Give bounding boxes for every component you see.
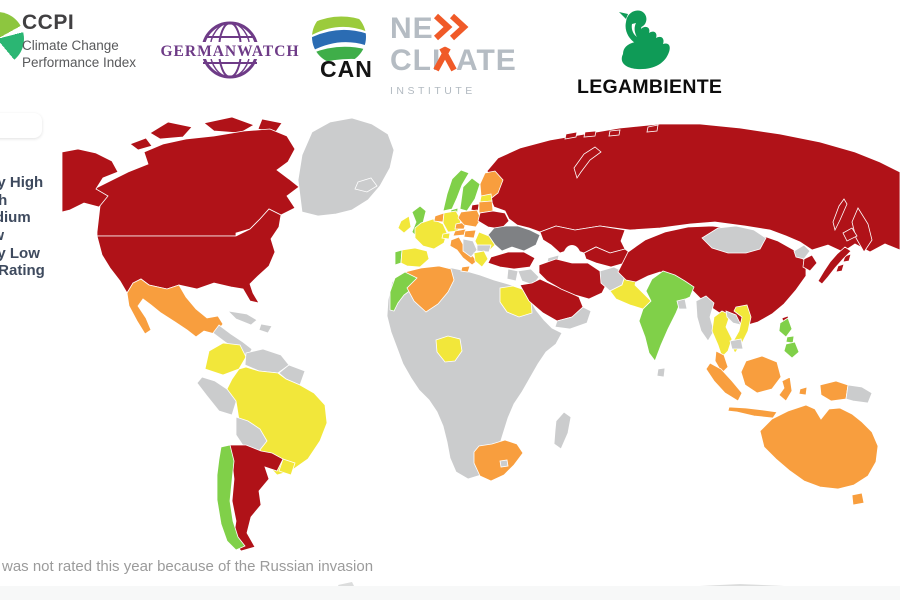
country-indonesia[interactable] [705, 362, 849, 419]
region-africa[interactable] [386, 265, 563, 480]
country-philippines[interactable] [778, 317, 800, 359]
newclimate-word1: NE [390, 12, 434, 45]
newclimate-word2-right: ATE [456, 44, 517, 77]
newclimate-word3: INSTITUTE [390, 85, 476, 97]
legend-label: Very Low [0, 244, 40, 262]
can-wordmark: CAN [320, 56, 373, 82]
legend-label: Medium [0, 209, 31, 227]
country-cambodia[interactable] [729, 338, 744, 350]
map-legend: Very High High Medium Low Very Low No Ra… [0, 174, 45, 280]
country-lesotho[interactable] [499, 459, 509, 468]
country-switzerland[interactable] [441, 232, 451, 240]
country-iran[interactable] [538, 258, 609, 300]
country-colombia[interactable] [204, 342, 247, 376]
country-bulgaria[interactable] [476, 244, 492, 253]
country-sicily[interactable] [460, 265, 471, 273]
country-spain[interactable] [400, 247, 430, 268]
country-japan[interactable] [817, 227, 858, 285]
country-ireland[interactable] [397, 215, 412, 234]
country-norway[interactable] [442, 169, 470, 212]
ukraine-footnote: was not rated this year because of the R… [2, 558, 374, 575]
country-ukraine[interactable] [487, 225, 541, 252]
legend-item-low: Low [0, 227, 45, 245]
country-peru[interactable] [196, 376, 238, 416]
country-australia[interactable] [759, 404, 879, 506]
region-yemen-oman[interactable] [554, 306, 592, 330]
country-malaysia[interactable] [714, 350, 729, 374]
country-hispaniola[interactable] [258, 323, 273, 334]
legambiente-wordmark: LEGAMBIENTE [577, 76, 723, 98]
region-levant[interactable] [506, 268, 519, 282]
country-kazakhstan[interactable] [539, 225, 626, 254]
ccpi-logo-subtitle-2: Performance Index [22, 55, 137, 70]
country-madagascar[interactable] [553, 411, 572, 450]
region-borneo[interactable] [740, 355, 782, 394]
country-cuba[interactable] [226, 310, 258, 326]
germanwatch-wordmark: GERMANWATCH [160, 43, 299, 60]
country-sri-lanka[interactable] [656, 367, 666, 378]
country-brazil[interactable] [226, 366, 328, 476]
can-logo[interactable] [310, 8, 368, 71]
country-mexico[interactable] [126, 278, 224, 338]
newclimate-cross-icon [433, 46, 457, 72]
newclimate-chevrons-icon [433, 13, 469, 41]
country-uruguay[interactable] [278, 458, 296, 476]
legambiente-swan-icon [605, 2, 680, 82]
country-bolivia[interactable] [235, 416, 268, 452]
country-bangladesh[interactable] [676, 298, 688, 310]
country-nigeria[interactable] [435, 335, 463, 363]
country-greece[interactable] [473, 250, 489, 268]
region-benelux[interactable] [433, 212, 445, 223]
legend-item-high: High [0, 192, 45, 210]
world-choropleth-map [0, 115, 900, 600]
country-russia[interactable] [470, 123, 900, 273]
country-argentina[interactable] [229, 444, 284, 552]
ccpi-pinwheel-icon [0, 12, 24, 66]
country-mongolia[interactable] [701, 225, 767, 254]
legend-top-box[interactable] [0, 113, 42, 138]
country-egypt[interactable] [499, 285, 533, 318]
country-iceland[interactable] [354, 177, 378, 193]
country-france[interactable] [414, 218, 448, 250]
logo-header: CCPI Climate Change Performance Index GE… [0, 0, 900, 115]
legend-item-very-high: Very High [0, 174, 45, 192]
legend-item-very-low: Very Low [0, 244, 45, 262]
country-papua-new-guinea[interactable] [845, 384, 873, 404]
newclimate-logo[interactable]: NE CLI ATE INSTITUTE [388, 8, 553, 108]
country-south-africa[interactable] [473, 439, 524, 482]
ccpi-logo-title: CCPI [22, 11, 75, 34]
legend-label: No Rating [0, 262, 45, 280]
country-hungary[interactable] [463, 229, 477, 239]
legend-panel [0, 140, 47, 293]
country-chile[interactable] [216, 444, 246, 551]
country-greenland[interactable] [297, 117, 395, 217]
country-turkey[interactable] [487, 251, 536, 270]
country-myanmar[interactable] [695, 295, 715, 342]
ccpi-logo-subtitle-1: Climate Change [22, 38, 119, 53]
country-sweden[interactable] [459, 177, 481, 212]
country-canada[interactable] [91, 116, 300, 237]
country-india[interactable] [638, 270, 695, 362]
legend-item-no-rating: No Rating [0, 262, 45, 280]
legend-label: Low [0, 228, 4, 243]
newclimate-word2-left: CLI [390, 44, 441, 77]
country-north-korea[interactable] [793, 244, 811, 260]
country-south-korea[interactable] [802, 254, 818, 272]
country-algeria[interactable] [403, 265, 455, 313]
legend-label: High [0, 191, 8, 209]
country-belarus[interactable] [477, 210, 510, 230]
legend-label: Very High [0, 174, 44, 192]
legend-item-medium: Medium [0, 209, 45, 227]
country-alaska-us[interactable] [61, 148, 119, 213]
map-bottom-strip [0, 586, 900, 600]
country-poland[interactable] [457, 209, 482, 228]
country-laos[interactable] [725, 310, 742, 326]
germanwatch-logo[interactable]: GERMANWATCH [158, 8, 303, 95]
country-saudi-arabia[interactable] [519, 278, 584, 322]
